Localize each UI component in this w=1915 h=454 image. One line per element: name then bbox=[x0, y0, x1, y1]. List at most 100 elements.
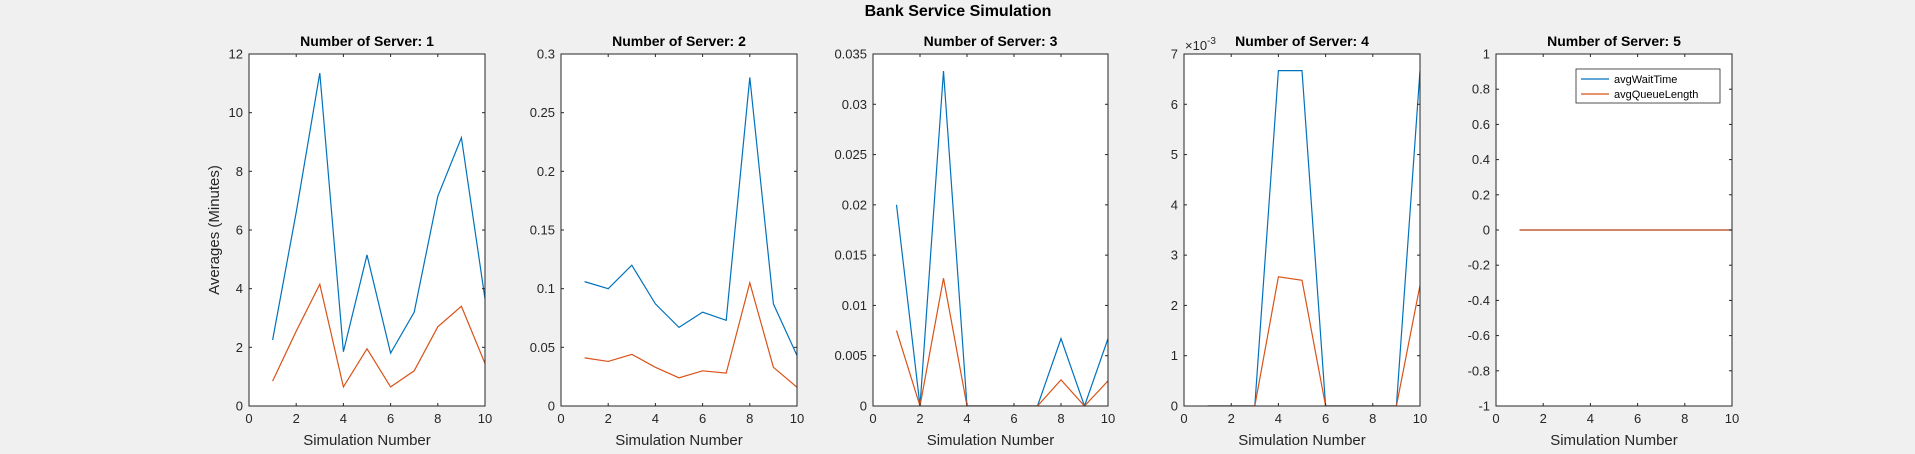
y-tick-label: 1 bbox=[1171, 348, 1178, 363]
y-tick-label: 0.6 bbox=[1472, 117, 1490, 132]
series-line-avgWaitTime bbox=[1207, 69, 1420, 406]
exponent-base: ×10 bbox=[1185, 38, 1207, 53]
y-tick-label: 0.02 bbox=[842, 197, 867, 212]
y-tick-label: 7 bbox=[1171, 47, 1178, 62]
subplot-title: Number of Server: 3 bbox=[924, 33, 1058, 49]
series-line-avgWaitTime bbox=[584, 77, 797, 356]
x-tick-label: 6 bbox=[699, 411, 706, 426]
y-tick-label: 1 bbox=[1483, 47, 1490, 62]
x-tick-label: 8 bbox=[1369, 411, 1376, 426]
x-tick-label: 2 bbox=[293, 411, 300, 426]
y-tick-label: 2 bbox=[236, 340, 243, 355]
x-tick-label: 2 bbox=[605, 411, 612, 426]
subplot-4: 0 2 4 6 8 10 0 1 2 3 4 5 6 7 ×10-3 Number of Server: 4 S… bbox=[1171, 33, 1427, 449]
x-tick-label: 8 bbox=[434, 411, 441, 426]
y-tick-label: 0.01 bbox=[842, 298, 867, 313]
series-line-avgWaitTime bbox=[272, 72, 485, 355]
y-tick-label: 0.015 bbox=[834, 248, 867, 263]
legend-entry-label: avgWaitTime bbox=[1614, 74, 1677, 86]
x-tick-label: 10 bbox=[478, 411, 492, 426]
y-axis-label: Averages (Minutes) bbox=[206, 165, 223, 295]
y-tick-label: 0.05 bbox=[530, 340, 555, 355]
x-axis-label: Simulation Number bbox=[927, 432, 1055, 449]
x-tick-label: 0 bbox=[1492, 411, 1499, 426]
x-tick-label: 8 bbox=[1057, 411, 1064, 426]
y-tick-label: 0.4 bbox=[1472, 152, 1490, 167]
y-tick-label: 6 bbox=[1171, 97, 1178, 112]
exponent-power: -3 bbox=[1207, 36, 1216, 47]
x-tick-label: 8 bbox=[746, 411, 753, 426]
legend: avgWaitTime avgQueueLength bbox=[1575, 68, 1721, 104]
y-tick-label: 0 bbox=[860, 399, 867, 414]
x-axis-label: Simulation Number bbox=[1550, 432, 1678, 449]
subplot-3: 0 2 4 6 8 10 0 0.005 0.01 0.015 0.02 0.025 0.03 0.035… bbox=[834, 33, 1115, 449]
y-tick-label: 0.2 bbox=[537, 164, 555, 179]
y-tick-label: 8 bbox=[236, 164, 243, 179]
x-tick-label: 4 bbox=[652, 411, 659, 426]
y-tick-label: 0.03 bbox=[842, 97, 867, 112]
y-tick-label: 3 bbox=[1171, 248, 1178, 263]
x-tick-label: 10 bbox=[1101, 411, 1115, 426]
axes-box bbox=[1183, 53, 1421, 407]
y-tick-label: 0.15 bbox=[530, 223, 555, 238]
x-axis-label: Simulation Number bbox=[303, 432, 431, 449]
x-tick-label: 10 bbox=[1725, 411, 1739, 426]
y-tick-label: 0 bbox=[548, 399, 555, 414]
y-exponent-label: ×10-3 bbox=[1185, 36, 1216, 53]
x-tick-label: 6 bbox=[1010, 411, 1017, 426]
plot-area bbox=[561, 54, 797, 406]
y-tick-label: 6 bbox=[236, 223, 243, 238]
x-tick-label: 6 bbox=[387, 411, 394, 426]
x-tick-label: 4 bbox=[963, 411, 970, 426]
plot-area bbox=[249, 54, 485, 406]
y-tick-label: 0 bbox=[1483, 223, 1490, 238]
x-tick-label: 4 bbox=[1275, 411, 1282, 426]
x-tick-label: 8 bbox=[1681, 411, 1688, 426]
x-tick-label: 10 bbox=[1413, 411, 1427, 426]
y-tick-label: 0.025 bbox=[834, 147, 867, 162]
y-tick-label: 12 bbox=[229, 47, 243, 62]
x-tick-label: 10 bbox=[790, 411, 804, 426]
series-line-avgWaitTime bbox=[895, 71, 1108, 406]
x-tick-label: 4 bbox=[1587, 411, 1594, 426]
subplot-title: Number of Server: 5 bbox=[1547, 33, 1681, 49]
subplot-2: 0 2 4 6 8 10 0 0.05 0.1 0.15 0.2 0.25 0.3 Number of S… bbox=[530, 33, 805, 449]
x-axis-label: Simulation Number bbox=[615, 432, 743, 449]
y-tick-label: 0.035 bbox=[834, 47, 867, 62]
series-line-avgQueueLength bbox=[1207, 276, 1420, 406]
series-line-avgQueueLength bbox=[895, 278, 1108, 406]
y-tick-label: -1 bbox=[1478, 399, 1490, 414]
y-tick-label: 4 bbox=[236, 281, 243, 296]
y-tick-label: 0.2 bbox=[1472, 187, 1490, 202]
legend-box bbox=[1575, 68, 1721, 104]
y-tick-label: 10 bbox=[229, 105, 243, 120]
y-tick-label: 0.8 bbox=[1472, 82, 1490, 97]
y-tick-label: 0 bbox=[236, 399, 243, 414]
x-tick-label: 0 bbox=[557, 411, 564, 426]
axes-box bbox=[872, 53, 1109, 407]
x-tick-label: 6 bbox=[1322, 411, 1329, 426]
y-tick-label: 0.3 bbox=[537, 47, 555, 62]
x-tick-label: 2 bbox=[1228, 411, 1235, 426]
x-tick-label: 0 bbox=[1180, 411, 1187, 426]
series-line-avgQueueLength bbox=[272, 282, 485, 389]
x-tick-label: 0 bbox=[245, 411, 252, 426]
figure-suptitle: Bank Service Simulation bbox=[865, 3, 1052, 20]
y-tick-label: 0 bbox=[1171, 399, 1178, 414]
x-tick-label: 4 bbox=[340, 411, 347, 426]
legend-entry-label: avgQueueLength bbox=[1614, 89, 1698, 101]
y-tick-label: 0.1 bbox=[537, 281, 555, 296]
y-tick-label: 0.005 bbox=[834, 348, 867, 363]
y-tick-label: 5 bbox=[1171, 147, 1178, 162]
x-tick-label: 0 bbox=[869, 411, 876, 426]
y-tick-label: 0.25 bbox=[530, 105, 555, 120]
subplot-1: 0 2 4 6 8 10 0 2 4 6 8 10 12 Number of Server: 1 Simul… bbox=[206, 33, 492, 449]
x-tick-label: 2 bbox=[916, 411, 923, 426]
plot-area bbox=[873, 54, 1108, 406]
plot-area bbox=[1184, 54, 1420, 406]
y-tick-label: 2 bbox=[1171, 298, 1178, 313]
x-axis-label: Simulation Number bbox=[1238, 432, 1366, 449]
subplot-title: Number of Server: 4 bbox=[1235, 33, 1369, 49]
